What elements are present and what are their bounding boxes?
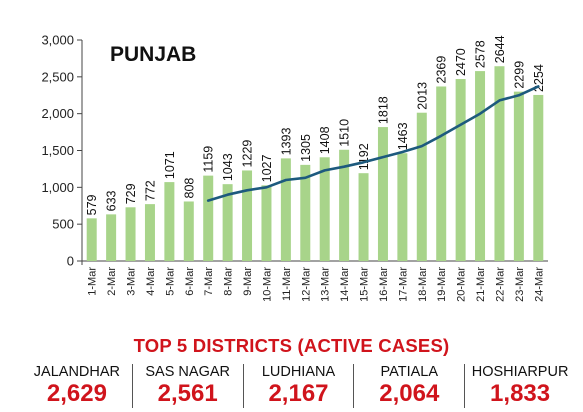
districts-title: TOP 5 DISTRICTS (ACTIVE CASES) <box>133 335 450 356</box>
bar <box>125 207 136 261</box>
y-tick-label: 1,500 <box>41 143 74 158</box>
x-tick-label: 16-Mar <box>378 267 390 302</box>
y-tick-label: 3,000 <box>41 33 74 48</box>
bar <box>436 86 447 261</box>
district-name: HOSHIARPUR <box>471 364 569 380</box>
district-ludhiana: LUDHIANA 2,167 <box>242 364 354 408</box>
bar <box>261 185 272 261</box>
bar <box>183 201 194 261</box>
data-label: 1510 <box>338 119 352 147</box>
data-label: 729 <box>124 183 138 204</box>
bar <box>533 94 544 262</box>
bar <box>222 184 233 261</box>
y-tick-label: 2,500 <box>41 69 74 84</box>
x-tick-label: 17-Mar <box>397 267 409 302</box>
districts-row: JALANDHAR 2,629 SAS NAGAR 2,561 LUDHIANA… <box>22 364 575 408</box>
x-tick-label: 11-Mar <box>281 267 293 301</box>
x-tick-label: 13-Mar <box>320 267 332 302</box>
x-tick-label: 9-Mar <box>242 267 254 296</box>
x-tick-label: 2-Mar <box>106 267 118 296</box>
bar <box>513 91 524 261</box>
data-label: 2254 <box>532 64 546 92</box>
data-label: 1159 <box>202 146 216 173</box>
data-label: 1071 <box>163 151 177 179</box>
data-label: 1408 <box>318 126 332 154</box>
data-label: 772 <box>143 180 157 201</box>
bar <box>397 153 408 261</box>
data-label: 1192 <box>357 143 371 170</box>
bar-chart: PUNJAB 0 500 1,000 1,500 2,000 2,500 3,000 579 1-… <box>41 33 548 302</box>
y-tick-label: 2,000 <box>41 106 74 121</box>
bar <box>203 175 214 261</box>
district-value: 2,561 <box>157 380 218 407</box>
data-label: 2299 <box>512 61 526 89</box>
district-jalandhar: JALANDHAR 2,629 <box>22 364 132 408</box>
bar <box>319 157 330 261</box>
x-tick-label: 3-Mar <box>126 267 138 296</box>
data-label: 1463 <box>396 122 410 150</box>
data-label: 1043 <box>221 153 235 181</box>
x-tick-label: 12-Mar <box>300 267 312 302</box>
bar <box>280 158 291 261</box>
x-tick-label: 19-Mar <box>436 267 448 302</box>
data-label: 633 <box>105 190 119 211</box>
x-tick-label: 21-Mar <box>475 267 487 302</box>
data-label: 1393 <box>279 128 293 156</box>
district-name: PATIALA <box>380 364 439 380</box>
bar <box>358 173 369 261</box>
data-label: 2578 <box>474 40 488 68</box>
bar <box>300 164 311 261</box>
bar <box>475 71 486 261</box>
x-tick-label: 22-Mar <box>494 267 506 302</box>
x-tick-label: 20-Mar <box>456 267 468 302</box>
chart-title: PUNJAB <box>110 43 196 66</box>
district-name: LUDHIANA <box>261 364 336 380</box>
district-name: JALANDHAR <box>33 364 120 380</box>
data-label: 2470 <box>454 48 468 76</box>
bar <box>455 79 466 261</box>
x-tick-label: 24-Mar <box>533 267 545 302</box>
district-sas-nagar: SAS NAGAR 2,561 <box>131 364 243 408</box>
x-tick-label: 4-Mar <box>145 267 157 296</box>
data-label: 1229 <box>241 140 255 168</box>
bar <box>339 149 350 261</box>
bar <box>144 204 155 261</box>
x-tick-label: 6-Mar <box>184 267 196 296</box>
x-tick-label: 15-Mar <box>359 267 371 302</box>
y-tick-label: 500 <box>52 217 74 232</box>
bar <box>164 182 175 261</box>
data-label: 2369 <box>435 56 449 84</box>
bar <box>106 214 117 261</box>
district-value: 2,629 <box>46 380 107 407</box>
data-label: 1305 <box>299 134 313 162</box>
district-patiala: PATIALA 2,064 <box>353 364 464 408</box>
x-tick-label: 23-Mar <box>514 267 526 302</box>
data-label: 2013 <box>415 82 429 110</box>
trend-line <box>206 85 540 202</box>
bar <box>242 170 253 261</box>
y-tick-label: 0 <box>67 254 74 269</box>
x-tick-label: 14-Mar <box>339 267 351 302</box>
data-label: 808 <box>182 178 196 199</box>
x-tick-label: 5-Mar <box>164 267 176 296</box>
data-label: 1818 <box>376 96 390 124</box>
bar <box>416 112 427 261</box>
data-label: 2644 <box>493 35 507 63</box>
data-label: 1027 <box>260 154 274 182</box>
x-tick-label: 7-Mar <box>203 267 215 296</box>
bar <box>86 218 97 261</box>
data-label: 579 <box>85 194 99 215</box>
x-tick-label: 18-Mar <box>417 267 429 302</box>
district-value: 1,833 <box>490 380 551 407</box>
bar <box>494 66 505 261</box>
y-tick-label: 1,000 <box>41 180 74 195</box>
district-hoshiarpur: HOSHIARPUR 1,833 <box>464 364 575 408</box>
district-name: SAS NAGAR <box>145 364 230 380</box>
x-tick-label: 10-Mar <box>261 267 273 302</box>
x-tick-label: 1-Mar <box>87 267 99 296</box>
x-tick-label: 8-Mar <box>223 267 235 296</box>
district-value: 2,167 <box>268 380 329 407</box>
bar <box>377 127 388 261</box>
district-value: 2,064 <box>379 380 440 407</box>
